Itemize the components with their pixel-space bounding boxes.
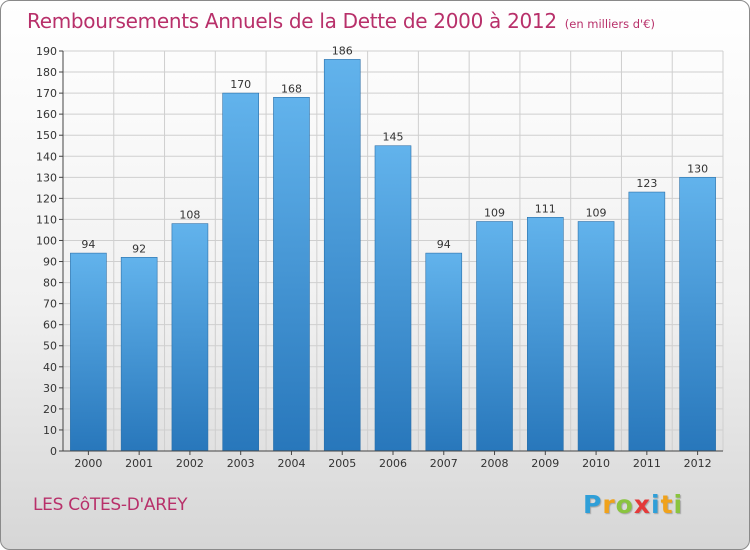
proxiti-logo[interactable]: Proxiti <box>583 490 683 519</box>
y-tick-label: 40 <box>43 361 57 374</box>
y-tick-label: 0 <box>50 445 57 458</box>
logo-letter: i <box>673 490 684 519</box>
x-tick-label: 2001 <box>125 457 153 470</box>
y-tick-label: 100 <box>36 234 57 247</box>
logo-letter: P <box>583 490 603 519</box>
data-label: 109 <box>484 207 505 220</box>
data-label: 94 <box>437 238 451 251</box>
bars: 94 92 108 170 168 186 145 94 109 111 109 123 130 <box>70 44 716 452</box>
y-tick-label: 190 <box>36 45 57 58</box>
data-label: 145 <box>383 131 404 144</box>
place-name: LES CôTES-D'AREY <box>33 495 188 515</box>
data-label: 94 <box>81 238 95 251</box>
y-tick-label: 120 <box>36 192 57 205</box>
data-label: 170 <box>230 78 251 91</box>
y-tick-label: 160 <box>36 108 57 121</box>
x-tick-label: 2006 <box>379 457 407 470</box>
x-axis: 2000 2001 2002 2003 2004 2005 2006 2007 2008 2009… <box>63 450 723 470</box>
bar <box>628 191 666 452</box>
y-tick-label: 90 <box>43 256 57 269</box>
bar <box>273 97 310 452</box>
x-tick-label: 2002 <box>176 457 204 470</box>
bar <box>70 252 107 452</box>
bar <box>222 92 259 452</box>
y-tick-label: 130 <box>36 171 57 184</box>
unit-label: (en milliers d'€) <box>564 17 655 31</box>
data-label: 168 <box>281 82 302 95</box>
y-tick-label: 20 <box>43 403 57 416</box>
chart-title: Remboursements Annuels de la Dette de 20… <box>27 9 655 33</box>
bar <box>323 59 361 452</box>
y-tick-label: 180 <box>36 66 57 79</box>
data-label: 109 <box>586 207 607 220</box>
bar <box>679 177 716 452</box>
data-label: 111 <box>535 202 556 215</box>
bar <box>120 257 158 452</box>
data-label: 92 <box>132 242 146 255</box>
y-axis: 0 10 20 30 40 50 60 70 80 90 100 110 120 130 140 150 160… <box>36 45 64 458</box>
x-tick-label: 2011 <box>633 457 661 470</box>
bar <box>476 221 513 452</box>
data-label: 123 <box>636 177 657 190</box>
data-label: 186 <box>332 44 353 57</box>
y-tick-label: 110 <box>36 213 57 226</box>
x-tick-label: 2000 <box>74 457 102 470</box>
x-tick-label: 2007 <box>430 457 458 470</box>
logo-letter: i <box>651 490 661 519</box>
chart-title-text: Remboursements Annuels de la Dette de 20… <box>27 9 557 33</box>
y-tick-label: 80 <box>43 277 57 290</box>
y-tick-label: 150 <box>36 129 57 142</box>
y-tick-label: 140 <box>36 150 57 163</box>
logo-letter: o <box>615 490 634 519</box>
x-tick-label: 2010 <box>582 457 610 470</box>
bar <box>171 223 209 452</box>
bar <box>527 217 564 452</box>
bar <box>577 221 615 452</box>
x-tick-label: 2005 <box>328 457 356 470</box>
data-label: 108 <box>179 209 200 222</box>
y-tick-label: 60 <box>43 319 57 332</box>
bar <box>374 145 412 452</box>
y-tick-label: 50 <box>43 340 57 353</box>
logo-letter: r <box>602 490 616 519</box>
logo-letter: x <box>633 490 651 519</box>
x-tick-label: 2009 <box>531 457 559 470</box>
y-tick-label: 170 <box>36 87 57 100</box>
y-tick-label: 10 <box>43 424 57 437</box>
y-tick-label: 70 <box>43 298 57 311</box>
x-tick-label: 2004 <box>277 457 305 470</box>
y-tick-label: 30 <box>43 382 57 395</box>
x-tick-label: 2008 <box>481 457 509 470</box>
logo-letter: t <box>660 490 674 519</box>
bar <box>425 252 463 452</box>
x-tick-label: 2003 <box>227 457 255 470</box>
x-tick-label: 2012 <box>684 457 712 470</box>
data-label: 130 <box>687 162 708 175</box>
